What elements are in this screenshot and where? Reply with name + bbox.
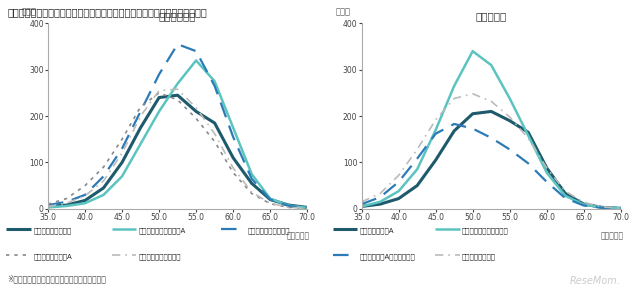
Text: 学習院（国際社会）: 学習院（国際社会） [33, 227, 72, 234]
Text: 明治学院（国際）A: 明治学院（国際）A [33, 253, 72, 260]
Text: （人）: （人） [335, 7, 351, 16]
Text: 近畿（国際）前A: 近畿（国際）前A [360, 227, 394, 234]
Title: ＜学習院大＞: ＜学習院大＞ [159, 11, 196, 21]
Text: （人）: （人） [22, 7, 37, 16]
Text: 青山学院（国際政経）A: 青山学院（国際政経）A [139, 227, 186, 234]
Text: ※第３回全統マーク模試より、一般方式で集計: ※第３回全統マーク模試より、一般方式で集計 [8, 274, 106, 283]
Text: 【図表１】学習院大・近畿大の新設学部と近隣同系統学部志望者の成績分布: 【図表１】学習院大・近畿大の新設学部と近隣同系統学部志望者の成績分布 [8, 7, 207, 17]
Title: ＜近畿大＞: ＜近畿大＞ [476, 11, 507, 21]
Text: 龍谷（国際）Aスタンダード: 龍谷（国際）Aスタンダード [360, 253, 415, 260]
Text: 関西外国語（外国語）前: 関西外国語（外国語）前 [462, 227, 509, 234]
Text: 関西（国際）個別: 関西（国際）個別 [462, 253, 496, 260]
Text: 明治（国際日本）一般: 明治（国際日本）一般 [248, 227, 290, 234]
Text: 立教（異文化コ）個別: 立教（異文化コ）個別 [139, 253, 181, 260]
Text: （偏差値）: （偏差値） [600, 232, 623, 240]
Text: ReseMom.: ReseMom. [570, 276, 621, 286]
Text: （偏差値）: （偏差値） [287, 232, 310, 240]
